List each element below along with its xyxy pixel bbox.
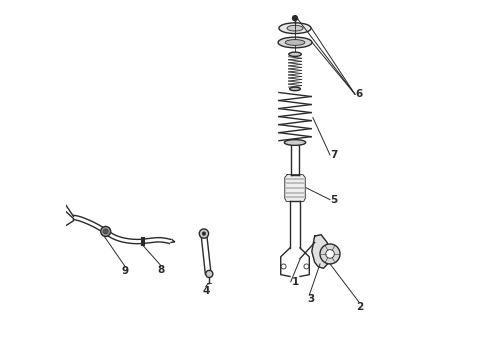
Ellipse shape [287, 25, 303, 31]
Text: 5: 5 [331, 195, 338, 204]
Ellipse shape [279, 23, 311, 33]
Circle shape [206, 270, 213, 278]
Text: 2: 2 [356, 302, 363, 312]
Circle shape [326, 249, 334, 258]
Polygon shape [312, 235, 330, 268]
Ellipse shape [285, 40, 305, 45]
Text: 3: 3 [307, 294, 315, 303]
Ellipse shape [284, 140, 306, 145]
Circle shape [293, 16, 297, 21]
Text: 1: 1 [292, 277, 298, 287]
Circle shape [199, 229, 209, 238]
Ellipse shape [290, 87, 300, 91]
Text: 6: 6 [356, 89, 363, 99]
Circle shape [281, 264, 286, 269]
Circle shape [100, 226, 111, 237]
Ellipse shape [278, 37, 312, 48]
Text: 8: 8 [157, 265, 165, 275]
Text: 9: 9 [122, 266, 129, 276]
Circle shape [320, 244, 340, 264]
Circle shape [103, 229, 108, 234]
Text: 7: 7 [331, 150, 338, 160]
Circle shape [304, 264, 309, 269]
Polygon shape [285, 175, 305, 202]
Text: 4: 4 [202, 286, 209, 296]
Circle shape [202, 232, 206, 235]
Ellipse shape [289, 52, 301, 57]
